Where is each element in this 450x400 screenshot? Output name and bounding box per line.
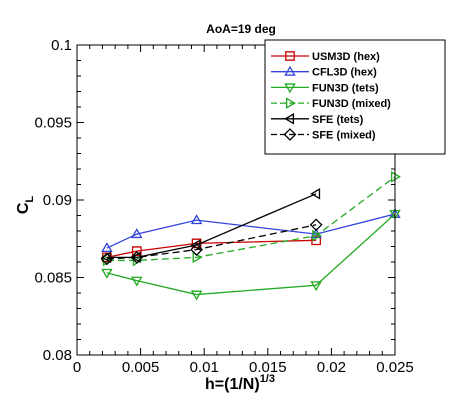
series-3 — [102, 171, 401, 267]
y-tick-label: 0.09 — [43, 192, 72, 209]
legend-marker — [283, 128, 297, 141]
legend-items: USM3D (hex) CFL3D (hex) FUN3D (tets) FUN3D … — [271, 51, 391, 142]
y-axis-title-base: C — [15, 202, 32, 214]
data-point — [190, 243, 203, 256]
data-point — [309, 218, 323, 232]
data-point — [310, 188, 321, 200]
x-axis-title: h=(1/N)1/3 — [205, 373, 275, 393]
data-point — [190, 239, 201, 251]
x-tick-label: 0.025 — [376, 359, 414, 376]
series-line — [106, 176, 396, 262]
x-tick-label: 0.015 — [249, 359, 287, 376]
x-tick-label: 0.005 — [122, 359, 160, 376]
legend-marker — [284, 65, 296, 76]
y-axis-title-subscript: L — [24, 196, 36, 203]
data-series — [100, 171, 401, 301]
series-4 — [100, 188, 321, 264]
legend-label: FUN3D (tets) — [312, 82, 379, 94]
legend-label: SFE (tets) — [312, 114, 364, 126]
legend-entry: SFE (mixed) — [271, 128, 376, 142]
legend: USM3D (hex) CFL3D (hex) FUN3D (tets) FUN3D … — [264, 39, 446, 155]
series-line — [106, 213, 396, 296]
data-point — [101, 268, 113, 279]
y-tick-label: 0.085 — [34, 270, 72, 287]
x-tick-label: 0.01 — [190, 359, 219, 376]
y-tick-label: 0.095 — [34, 115, 72, 132]
data-point — [311, 235, 321, 246]
data-point — [390, 171, 401, 183]
legend-marker — [284, 113, 295, 125]
y-axis-title: CL — [15, 196, 36, 215]
data-point — [131, 228, 143, 239]
data-point — [100, 252, 114, 266]
tick-labels: 0 0.005 0.01 0.015 0.02 0.025 0.08 0.085 0.09 0.0… — [34, 37, 413, 376]
legend-entry: SFE (tets) — [271, 113, 364, 126]
y-tick-label: 0.1 — [51, 37, 72, 54]
legend-label: USM3D (hex) — [312, 51, 380, 63]
series-line — [106, 224, 317, 260]
chart-title: AoA=19 deg — [206, 22, 276, 36]
legend-label: SFE (mixed) — [312, 130, 376, 142]
y-tick-label: 0.08 — [43, 347, 72, 364]
data-point — [310, 281, 322, 292]
series-line — [106, 193, 317, 259]
legend-label: FUN3D (mixed) — [312, 98, 391, 110]
data-point — [190, 290, 203, 301]
data-point — [130, 250, 144, 264]
legend-marker — [285, 51, 295, 61]
series-5 — [100, 218, 323, 266]
x-axis-title-superscript: 1/3 — [260, 373, 275, 385]
x-tick-label: 0 — [73, 359, 81, 376]
x-axis-title-base: h=(1/N) — [205, 376, 260, 393]
legend-marker — [285, 97, 296, 109]
data-point — [312, 229, 323, 242]
series-1 — [101, 208, 401, 253]
legend-label: CFL3D (hex) — [312, 67, 377, 79]
legend-entry: CFL3D (hex) — [271, 65, 377, 79]
data-point — [131, 276, 143, 287]
legend-entry: USM3D (hex) — [271, 51, 380, 63]
legend-entry: FUN3D (tets) — [271, 82, 379, 94]
legend-entry: FUN3D (mixed) — [271, 97, 391, 110]
data-point — [101, 242, 113, 253]
series-line — [106, 239, 317, 258]
plot-frame — [76, 44, 396, 356]
legend-marker — [284, 83, 296, 94]
x-tick-label: 0.02 — [317, 359, 346, 376]
series-line — [106, 213, 396, 249]
data-point — [190, 214, 203, 225]
